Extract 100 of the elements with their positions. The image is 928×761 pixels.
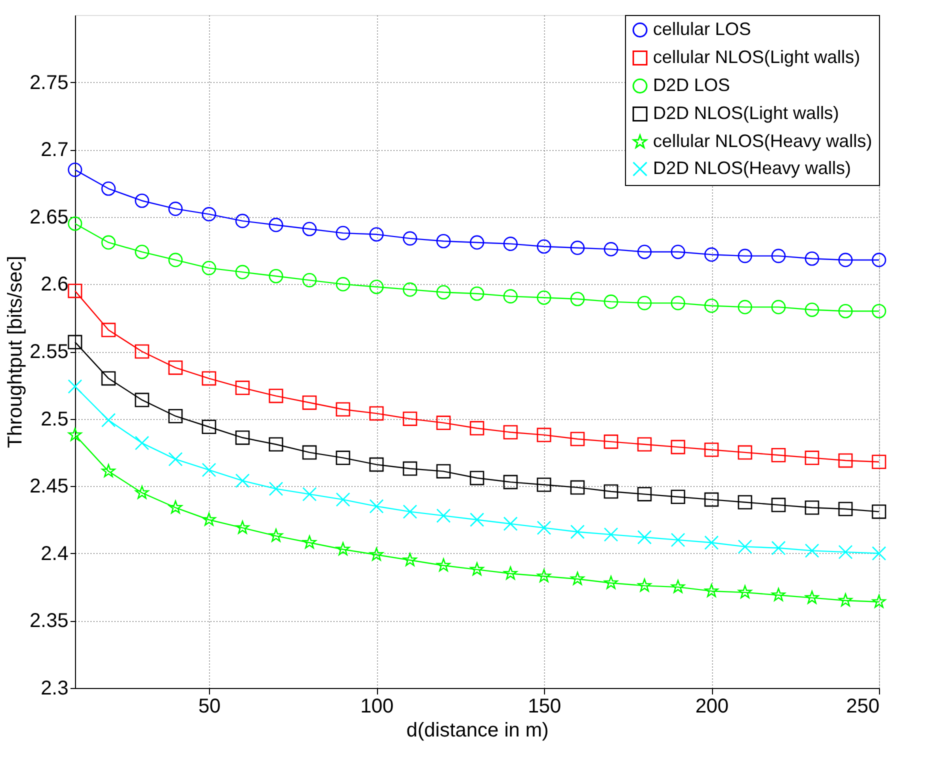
point	[704, 584, 718, 598]
point	[872, 594, 886, 608]
point	[268, 482, 284, 496]
point	[336, 492, 350, 507]
point	[268, 218, 284, 232]
point	[637, 530, 652, 544]
point	[134, 194, 150, 208]
point	[872, 546, 886, 561]
point	[302, 273, 317, 288]
point	[402, 504, 418, 519]
point	[604, 527, 618, 542]
point	[168, 452, 183, 466]
point	[638, 578, 652, 592]
y-tick-label: 2.3	[40, 678, 68, 700]
point	[235, 264, 250, 280]
y-tick-label: 2.7	[40, 139, 68, 162]
point	[771, 540, 786, 556]
y-tick-label: 2.35	[30, 610, 68, 632]
point	[637, 296, 652, 310]
point	[134, 344, 150, 359]
point	[134, 244, 150, 260]
point	[168, 360, 183, 375]
point	[738, 495, 752, 510]
point	[738, 445, 752, 460]
point	[101, 181, 116, 196]
point	[704, 442, 719, 457]
point	[604, 242, 618, 256]
point	[536, 428, 552, 442]
point	[704, 247, 719, 262]
x-tick-label: 150	[528, 696, 562, 718]
point	[68, 334, 82, 350]
point	[101, 235, 116, 250]
point	[670, 244, 686, 260]
point	[771, 248, 786, 264]
point	[369, 406, 384, 421]
point	[369, 280, 384, 294]
point	[570, 432, 585, 446]
point	[804, 302, 820, 317]
point	[436, 558, 450, 572]
point	[670, 440, 686, 454]
point	[872, 454, 886, 470]
point	[68, 379, 82, 394]
point	[470, 235, 484, 250]
point	[470, 512, 484, 527]
point	[503, 425, 518, 440]
point	[235, 214, 250, 228]
point	[403, 552, 417, 566]
point	[135, 486, 149, 499]
point	[503, 474, 518, 490]
point	[202, 260, 216, 276]
point	[168, 408, 183, 424]
legend-label: cellular NLOS(Heavy walls)	[653, 131, 872, 151]
point	[68, 162, 82, 177]
y-tick-label: 2.5	[40, 408, 68, 430]
point	[570, 292, 585, 306]
point	[503, 289, 518, 304]
point	[436, 234, 451, 248]
point	[269, 528, 283, 542]
point	[604, 576, 618, 589]
point	[436, 508, 451, 523]
point	[738, 248, 752, 264]
point	[336, 277, 350, 292]
point	[436, 464, 451, 478]
point	[704, 535, 719, 550]
point	[68, 284, 82, 298]
point	[838, 544, 853, 560]
point	[336, 542, 350, 556]
x-axis-title: d(distance in m)	[406, 720, 549, 742]
point	[738, 540, 752, 554]
point	[637, 437, 652, 452]
point	[101, 322, 116, 338]
point	[101, 371, 116, 386]
point	[268, 437, 284, 452]
point	[68, 216, 82, 231]
x-tick-label: 100	[360, 696, 394, 718]
point	[470, 470, 484, 486]
point	[336, 402, 350, 417]
point	[772, 588, 786, 602]
point	[804, 251, 820, 266]
point	[168, 252, 183, 268]
point	[738, 300, 752, 314]
point	[704, 492, 719, 507]
point	[168, 202, 183, 216]
point	[436, 285, 451, 300]
point	[202, 207, 216, 222]
x-tick-label: 50	[198, 696, 221, 718]
point	[872, 304, 886, 318]
point	[235, 380, 250, 396]
point	[804, 450, 820, 466]
point	[872, 252, 886, 268]
point	[369, 457, 384, 472]
point	[738, 585, 752, 598]
legend-label: D2D NLOS(Light walls)	[653, 103, 840, 123]
point	[536, 239, 552, 254]
point	[536, 520, 552, 535]
y-tick-label: 2.4	[40, 542, 68, 565]
point	[202, 512, 216, 526]
point	[604, 294, 618, 309]
point	[771, 448, 786, 462]
legend-label: cellular LOS	[653, 19, 752, 39]
